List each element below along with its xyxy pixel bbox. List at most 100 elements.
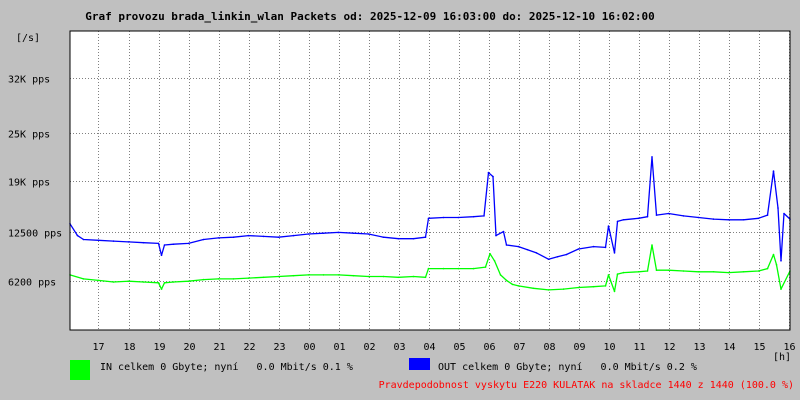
data-point-in: [607, 274, 610, 276]
y-tick-label: 6200 pps: [8, 278, 56, 289]
data-point-out: [337, 231, 340, 234]
data-point-in: [337, 274, 340, 276]
data-point-in: [592, 285, 595, 288]
x-tick-label: 06: [483, 342, 495, 353]
data-point-out: [616, 220, 619, 223]
data-point-out: [127, 241, 130, 243]
data-point-in: [160, 288, 163, 290]
data-point-out: [322, 232, 325, 234]
data-point-in: [262, 276, 265, 279]
data-point-in: [127, 280, 130, 283]
data-point-out: [352, 232, 355, 234]
data-point-in: [517, 285, 520, 287]
data-point-out: [492, 175, 494, 178]
data-point-in: [442, 267, 445, 270]
data-point-in: [157, 282, 160, 284]
series-layer: [69, 156, 791, 293]
legend-out-label: OUT celkem 0 Gbyte; nyní 0.0 Mbit/s 0.2 …: [438, 362, 697, 373]
data-point-out: [505, 244, 508, 246]
data-point-out: [777, 207, 779, 209]
legend-out-swatch: [409, 358, 430, 370]
data-point-in: [457, 267, 460, 270]
data-point-in: [532, 287, 535, 290]
data-point-in: [412, 275, 415, 278]
data-point-in: [757, 270, 760, 272]
x-tick-label: 02: [363, 342, 375, 353]
data-point-out: [637, 217, 640, 220]
data-point-in: [766, 267, 769, 270]
data-point-out: [472, 215, 475, 218]
data-point-in: [322, 274, 325, 276]
data-point-out: [202, 238, 205, 241]
data-point-out: [697, 216, 700, 219]
data-point-out: [655, 214, 658, 216]
data-point-in: [112, 281, 115, 283]
plot-background: [70, 31, 790, 330]
data-point-out: [232, 236, 235, 238]
x-tick-label: 04: [423, 342, 435, 353]
data-point-in: [292, 274, 295, 277]
data-point-in: [637, 271, 640, 273]
plot-frame: [69, 30, 791, 331]
data-point-in: [472, 267, 475, 270]
data-point-in: [604, 285, 607, 287]
data-point-out: [457, 216, 460, 219]
data-point-in: [489, 252, 491, 255]
data-point-out: [427, 217, 430, 220]
data-point-out: [160, 254, 163, 257]
data-point-in: [646, 270, 649, 272]
data-point-out: [646, 215, 649, 218]
series-line-in: [69, 244, 791, 293]
data-point-in: [97, 279, 100, 282]
data-point-in: [742, 271, 745, 273]
data-point-out: [97, 239, 100, 242]
data-point-out: [487, 171, 490, 174]
x-tick-label: 10: [603, 342, 615, 353]
data-point-out: [577, 248, 580, 250]
data-point-out: [766, 214, 769, 216]
data-point-in: [775, 263, 778, 266]
data-point-out: [727, 219, 730, 221]
data-point-in: [651, 244, 653, 246]
data-point-out: [82, 238, 85, 241]
data-point-out: [565, 253, 568, 256]
data-point-in: [172, 281, 175, 283]
legend-in-label: IN celkem 0 Gbyte; nyní 0.0 Mbit/s 0.1 %: [100, 362, 353, 373]
data-point-out: [247, 234, 250, 237]
data-point-out: [277, 236, 280, 238]
data-point-out: [142, 241, 145, 244]
data-point-in: [82, 278, 85, 280]
data-point-out: [607, 225, 610, 227]
data-point-in: [163, 282, 166, 284]
data-point-out: [424, 236, 427, 238]
data-point-in: [484, 266, 487, 268]
data-point-in: [505, 279, 508, 282]
data-point-in: [202, 278, 205, 281]
y-tick-label: 12500 pps: [8, 229, 62, 240]
x-tick-label: 07: [513, 342, 525, 353]
data-point-in: [772, 253, 775, 256]
y-tick-label: 25K pps: [8, 130, 50, 141]
data-point-out: [502, 230, 505, 233]
data-point-out: [412, 237, 415, 240]
data-point-out: [217, 237, 220, 239]
x-tick-label: 00: [303, 342, 315, 353]
data-point-in: [547, 289, 550, 291]
data-point-out: [292, 234, 295, 237]
data-point-out: [613, 252, 616, 254]
data-point-in: [616, 273, 619, 275]
data-point-in: [367, 275, 370, 278]
data-point-out: [517, 245, 520, 248]
x-tick-label: 12: [663, 342, 675, 353]
data-point-out: [535, 252, 538, 254]
x-tick-label: 05: [453, 342, 465, 353]
x-tick-label: 17: [92, 342, 104, 353]
data-point-in: [397, 276, 400, 279]
data-point-out: [442, 216, 445, 219]
data-point-in: [622, 271, 625, 274]
data-point-in: [667, 269, 670, 272]
x-tick-label: 13: [693, 342, 705, 353]
data-point-out: [783, 212, 785, 215]
data-point-in: [187, 280, 190, 283]
data-point-out: [651, 156, 653, 158]
